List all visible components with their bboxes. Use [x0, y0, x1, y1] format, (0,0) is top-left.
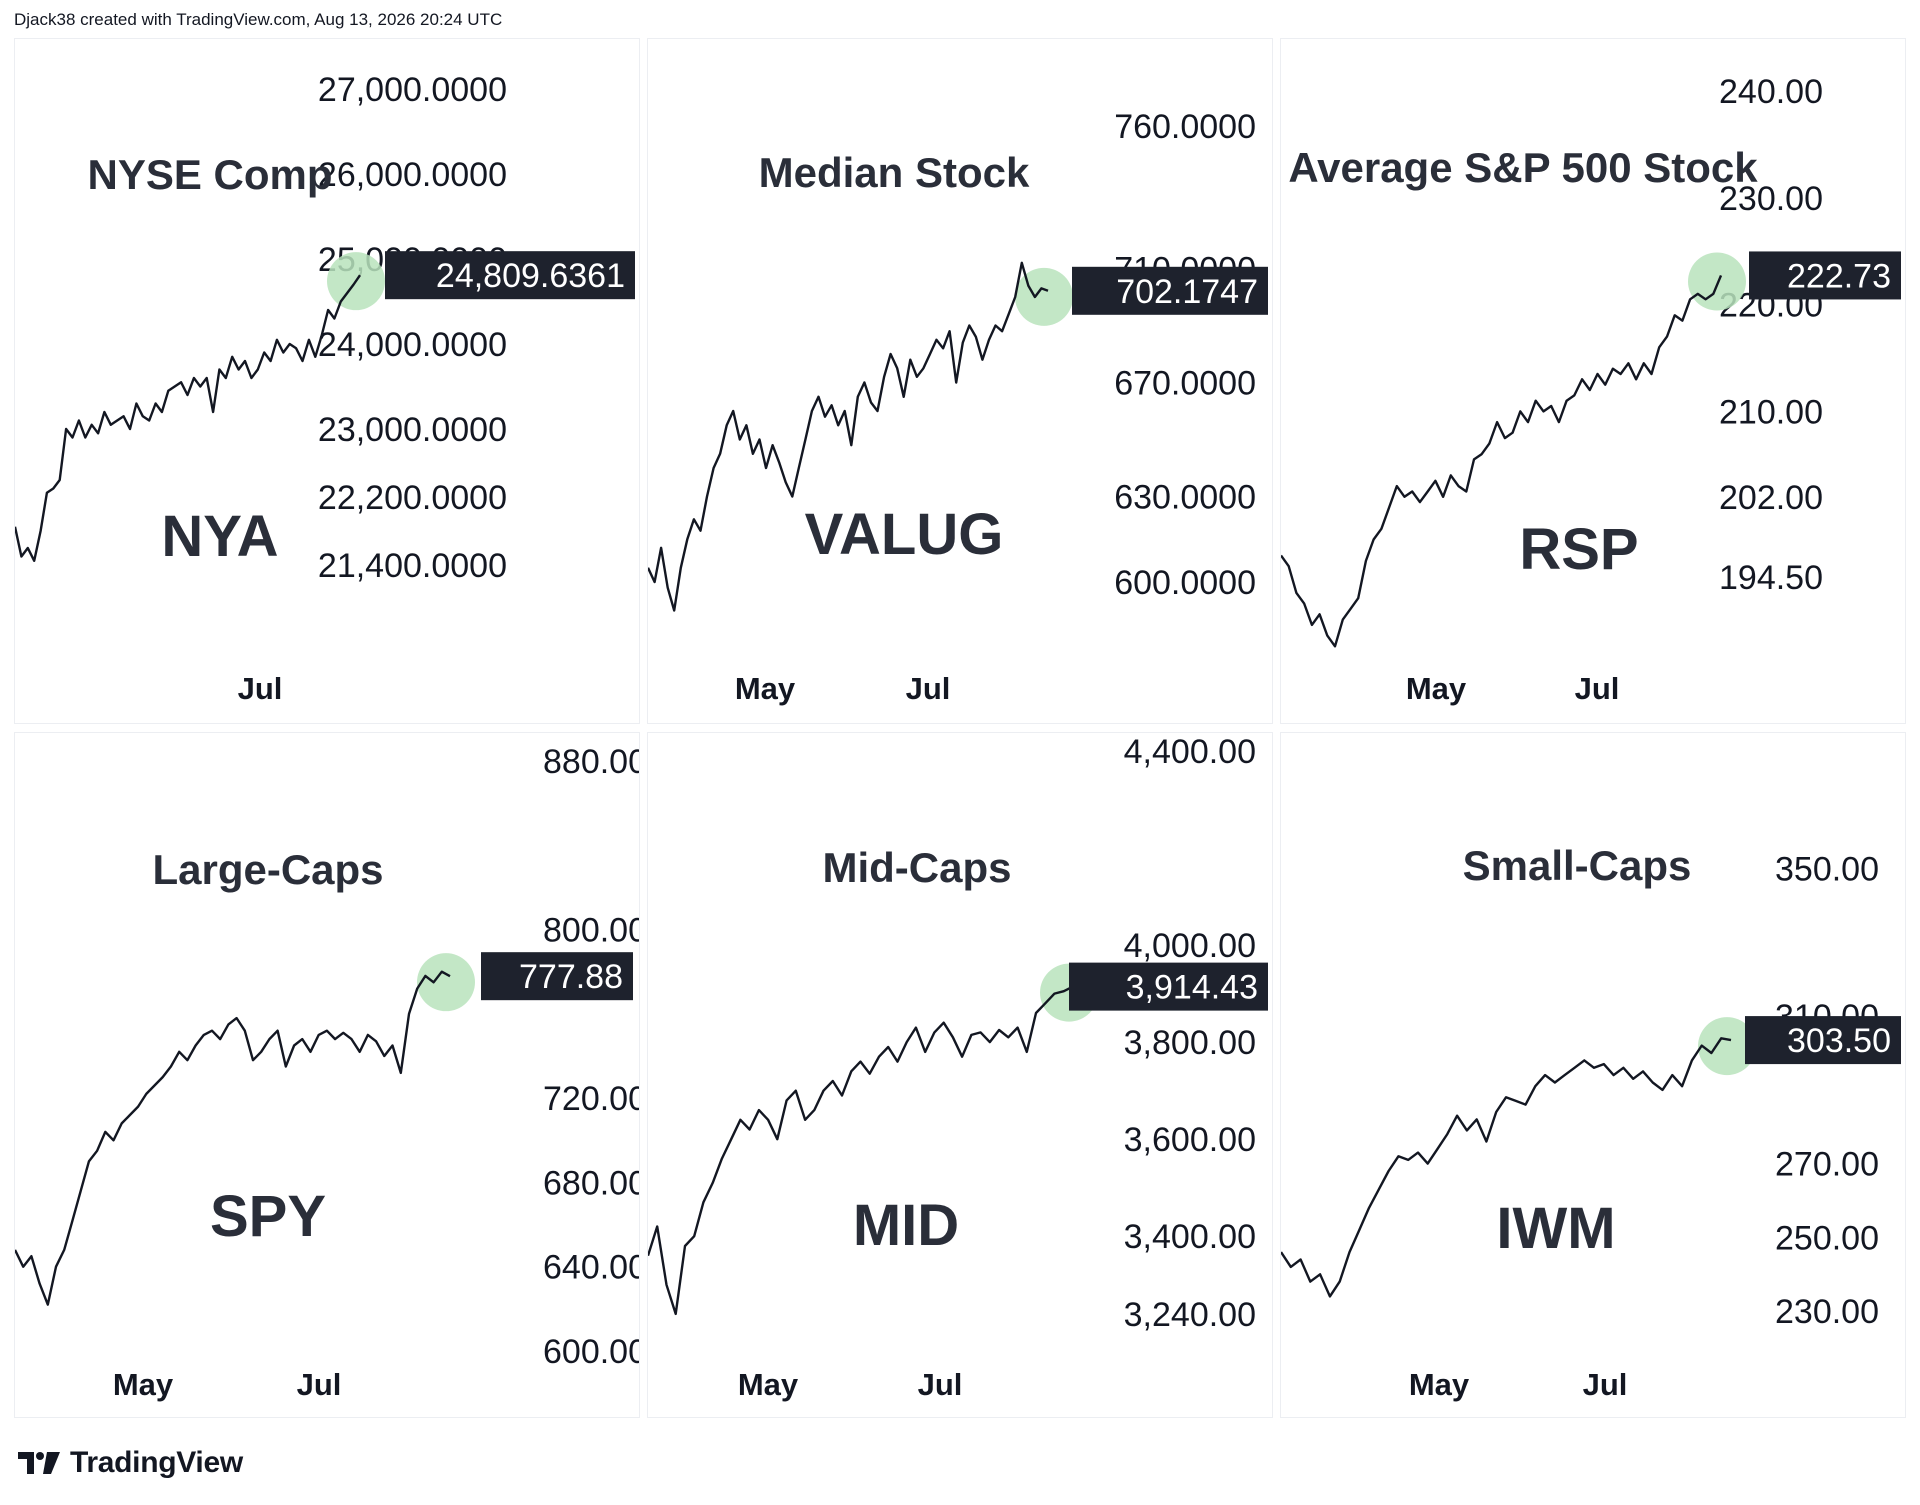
chart-svg-iwm: 350.00310.00270.00250.00230.00MayJulSmal…	[1281, 842, 1901, 1402]
y-tick-label: 800.00	[543, 912, 640, 950]
last-price-label: 303.50	[1787, 1022, 1891, 1060]
y-tick-label: 680.00	[543, 1164, 640, 1202]
chart-panel-rsp: 240.00 230.00 220.00 210.00 202.00 194.50 May J…	[1280, 38, 1906, 724]
x-tick-label: May	[738, 1367, 799, 1402]
tradingview-footer[interactable]: TradingView	[16, 1446, 243, 1480]
price-line	[1281, 1037, 1732, 1298]
chart-svg-valug: 760.0000710.0000670.0000630.0000600.0000…	[648, 108, 1268, 706]
y-tick-label: 27,000.0000	[318, 71, 507, 109]
x-tick-label: May	[735, 671, 796, 706]
chart-symbol: RSP	[1519, 517, 1638, 582]
last-price-label: 222.73	[1787, 257, 1891, 295]
y-tick-label: 240.00	[1719, 73, 1823, 111]
y-tick-label: 194.50	[1719, 559, 1823, 597]
y-tick-label: 600.00	[543, 1333, 640, 1371]
x-tick-label: May	[1406, 671, 1467, 706]
chart-svg-nya: 27,000.000026,000.000025,000.000024,000.…	[15, 71, 635, 706]
y-tick-label: 250.00	[1775, 1219, 1879, 1257]
last-price-label: 3,914.43	[1126, 969, 1258, 1007]
x-tick-label: Jul	[918, 1367, 963, 1402]
y-tick-label: 24,000.0000	[318, 326, 507, 364]
chart-symbol: IWM	[1496, 1196, 1615, 1261]
chart-panel-mid: 4,400.00 4,000.00 3,800.00 3,600.00 3,400.00…	[647, 732, 1273, 1418]
y-tick-label: 4,000.00	[1124, 927, 1256, 965]
y-tick-label: 4,400.00	[1124, 733, 1256, 771]
tradingview-brand: TradingView	[70, 1446, 243, 1479]
price-line	[648, 261, 1049, 612]
last-price-label-box	[1069, 962, 1268, 1011]
last-price-label: 777.88	[519, 958, 623, 996]
x-tick-label: Jul	[297, 1367, 342, 1402]
chart-panel-spy: 880.00 800.00 720.00 680.00 640.00 600.00 May J…	[14, 732, 640, 1418]
y-tick-label: 670.0000	[1114, 365, 1256, 403]
last-price-label: 24,809.6361	[436, 257, 625, 295]
y-tick-label: 3,600.00	[1124, 1121, 1256, 1159]
y-tick-label: 760.0000	[1114, 108, 1256, 146]
last-price-label-box	[1749, 251, 1901, 300]
last-price-label: 702.1747	[1116, 273, 1258, 311]
x-tick-label: May	[113, 1367, 174, 1402]
y-tick-label: 230.00	[1719, 180, 1823, 218]
y-tick-label: 3,240.00	[1124, 1296, 1256, 1334]
chart-panel-nya: 27,000.000026,000.000025,000.000024,000.…	[14, 38, 640, 724]
y-tick-label: 600.0000	[1114, 564, 1256, 602]
price-line	[15, 970, 451, 1306]
chart-symbol: SPY	[210, 1184, 326, 1249]
chart-title: Large-Caps	[152, 846, 383, 893]
chart-svg-mid: 4,400.00 4,000.00 3,800.00 3,600.00 3,400.00…	[648, 733, 1268, 1402]
chart-symbol: MID	[853, 1193, 959, 1258]
y-tick-label: 230.00	[1775, 1293, 1879, 1331]
y-tick-label: 210.00	[1719, 393, 1823, 431]
tradingview-logo-icon	[18, 1452, 60, 1474]
y-tick-label: 350.00	[1775, 851, 1879, 889]
price-line	[15, 274, 361, 562]
y-tick-label: 3,400.00	[1124, 1218, 1256, 1256]
y-tick-label: 640.00	[543, 1249, 640, 1287]
y-tick-label: 270.00	[1775, 1146, 1879, 1184]
chart-title: Small-Caps	[1463, 842, 1692, 889]
chart-panel-valug: 760.0000710.0000670.0000630.0000600.0000…	[647, 38, 1273, 724]
y-tick-label: 720.00	[543, 1080, 640, 1118]
x-tick-label: May	[1409, 1367, 1470, 1402]
y-tick-label: 880.00	[543, 743, 640, 781]
y-tick-label: 26,000.0000	[318, 156, 507, 194]
chart-title: Mid-Caps	[823, 844, 1012, 891]
price-line	[648, 985, 1074, 1316]
last-price-label-box	[1745, 1016, 1901, 1065]
chart-symbol: NYA	[161, 504, 278, 569]
y-tick-label: 3,800.00	[1124, 1024, 1256, 1062]
x-tick-label: Jul	[1583, 1367, 1628, 1402]
attribution-header: Djack38 created with TradingView.com, Au…	[14, 10, 503, 29]
chart-title: NYSE Comp	[87, 151, 332, 198]
chart-title: Average S&P 500 Stock	[1288, 144, 1758, 191]
chart-svg-spy: 880.00 800.00 720.00 680.00 640.00 600.00 May J…	[15, 743, 640, 1402]
x-tick-label: Jul	[1575, 671, 1620, 706]
chart-title: Median Stock	[759, 149, 1030, 196]
last-price-label-box	[481, 952, 633, 1001]
last-price-highlight	[1688, 252, 1746, 311]
last-price-highlight	[1698, 1017, 1756, 1076]
last-price-highlight	[1015, 267, 1073, 326]
chart-panel-iwm: 350.00310.00270.00250.00230.00MayJulSmal…	[1280, 732, 1906, 1418]
y-tick-label: 630.0000	[1114, 479, 1256, 517]
x-tick-label: Jul	[238, 671, 283, 706]
chart-symbol: VALUG	[805, 502, 1004, 567]
y-tick-label: 23,000.0000	[318, 411, 507, 449]
x-tick-label: Jul	[906, 671, 951, 706]
last-price-label-box	[1072, 266, 1268, 315]
y-tick-label: 202.00	[1719, 479, 1823, 517]
y-tick-label: 22,200.0000	[318, 479, 507, 517]
last-price-highlight	[417, 953, 475, 1012]
last-price-label-box	[385, 251, 635, 300]
y-tick-label: 21,400.0000	[318, 547, 507, 585]
price-line	[1281, 274, 1723, 648]
